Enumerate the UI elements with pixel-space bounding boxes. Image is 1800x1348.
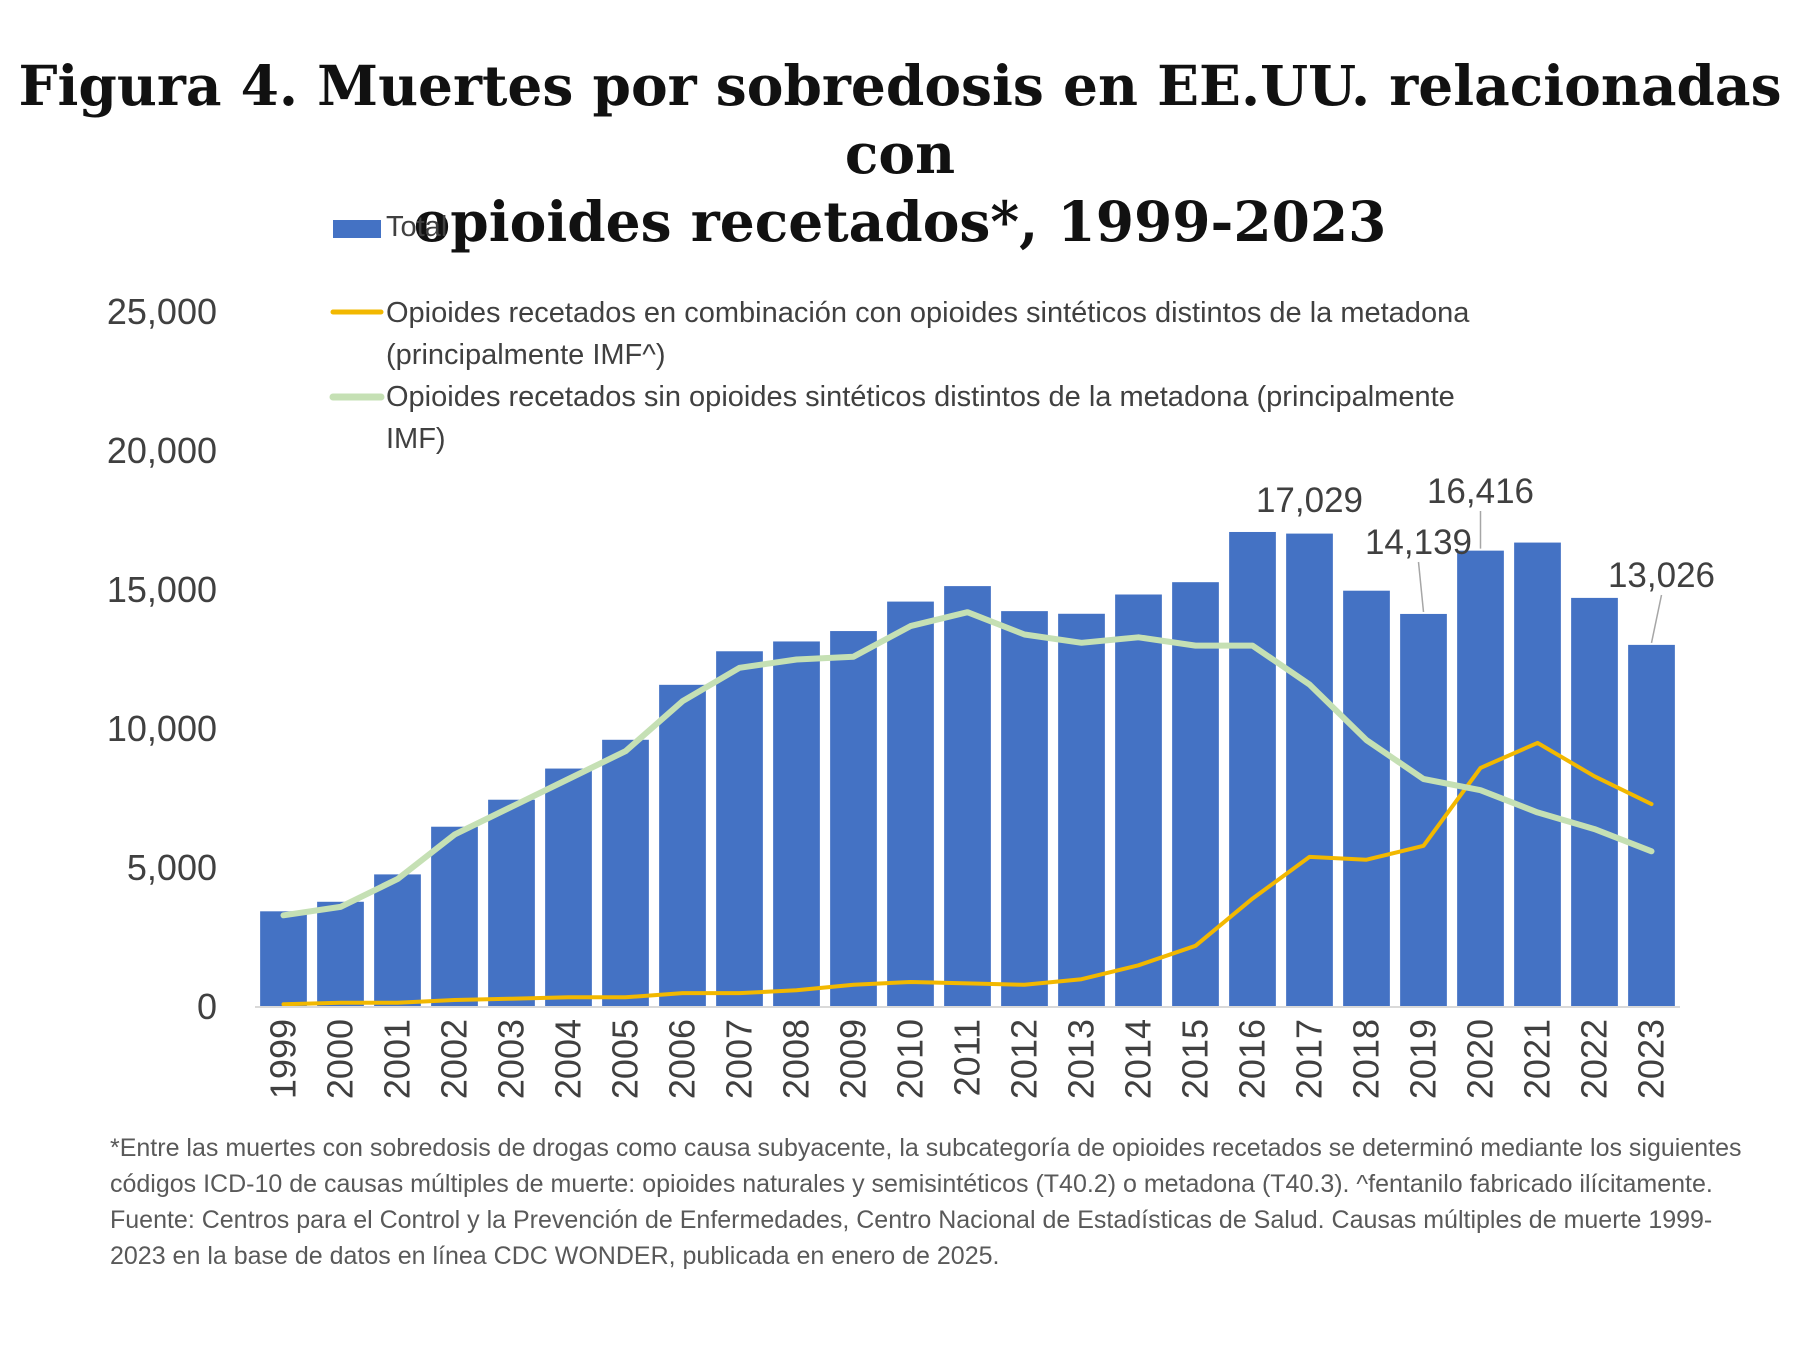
line-series-combination [281, 740, 1654, 1007]
x-tick-label: 2014 [1118, 1019, 1159, 1099]
x-tick-label: 2023 [1631, 1019, 1672, 1099]
x-tick-label: 2005 [605, 1019, 646, 1099]
source-text: Fuente: Centros para el Control y la Pre… [110, 1206, 1713, 1270]
data-label-2020: 16,416 [1427, 472, 1534, 511]
bar-1999 [260, 911, 307, 1007]
y-tick-label: 20,000 [107, 430, 217, 471]
footnote-block: *Entre las muertes con sobredosis de dro… [110, 1130, 1750, 1274]
legend-label-line: IMF) [386, 423, 446, 455]
x-tick-label: 2015 [1175, 1019, 1216, 1099]
y-tick-label: 15,000 [107, 569, 217, 610]
x-tick-label: 2010 [890, 1019, 931, 1099]
bar-2016 [1229, 531, 1276, 1007]
legend-swatch-total [333, 220, 381, 238]
x-tick-label: 2006 [662, 1019, 703, 1099]
x-tick-label: 2020 [1460, 1019, 1501, 1099]
legend-label-line: Opioides recetados en combinación con op… [386, 297, 1470, 329]
bar-2014 [1115, 594, 1162, 1007]
bar-2005 [602, 739, 649, 1007]
x-tick-label: 2012 [1004, 1019, 1045, 1099]
bar-2001 [374, 874, 421, 1007]
x-tick-label: 2018 [1346, 1019, 1387, 1099]
x-tick-label: 2004 [548, 1019, 589, 1099]
x-tick-label: 2003 [491, 1019, 532, 1099]
bar-2010 [887, 601, 934, 1007]
x-tick-label: 2021 [1517, 1019, 1558, 1099]
legend: Total Opioides recetados en combinación c… [329, 211, 1470, 455]
bar-2012 [1001, 611, 1048, 1007]
footnote-text: *Entre las muertes con sobredosis de dro… [110, 1134, 1742, 1198]
bar-2023 [1628, 644, 1675, 1007]
bar-2002 [431, 826, 478, 1007]
x-tick-label: 2007 [719, 1019, 760, 1099]
bar-2000 [317, 901, 364, 1007]
bar-2003 [488, 799, 535, 1007]
y-tick-label: 10,000 [107, 708, 217, 749]
y-tick-label: 0 [197, 986, 217, 1027]
legend-label: Opioides recetados sin opioides sintétic… [386, 381, 1455, 455]
y-tick-label: 5,000 [127, 847, 217, 888]
bar-series-total [260, 531, 1675, 1007]
x-tick-label: 2011 [947, 1019, 988, 1096]
x-tick-label: 2016 [1232, 1019, 1273, 1099]
bar-2008 [773, 641, 820, 1007]
chart-title: Figura 4. Muertes por sobredosis en EE.U… [0, 52, 1800, 256]
legend-label-line: Opioides recetados sin opioides sintétic… [386, 381, 1455, 413]
x-tick-label: 2017 [1289, 1019, 1330, 1099]
bar-2009 [830, 631, 877, 1007]
y-axis: 0 5,000 10,000 15,000 20,000 25,000 [107, 291, 217, 1027]
line-series-without-synthetic [280, 609, 1655, 919]
data-label-2019: 14,139 [1365, 523, 1472, 562]
x-tick-label: 2000 [320, 1019, 361, 1099]
x-tick-label: 2009 [833, 1019, 874, 1099]
bar-2020 [1457, 550, 1504, 1007]
bar-2017 [1286, 533, 1333, 1007]
bar-2021 [1514, 542, 1561, 1007]
legend-label: Total [386, 211, 447, 243]
x-tick-label: 2019 [1403, 1019, 1444, 1099]
bar-2011 [944, 586, 991, 1007]
chart-title-line-2: opioides recetados*, 1999-2023 [413, 189, 1387, 254]
leader-line-2019 [1417, 561, 1425, 613]
bar-2015 [1172, 582, 1219, 1007]
legend-label-line: (principalmente IMF^) [386, 339, 666, 371]
x-tick-label: 2022 [1574, 1019, 1615, 1099]
bar-2004 [545, 768, 592, 1007]
bar-2007 [716, 651, 763, 1007]
x-tick-label: 2002 [434, 1019, 475, 1099]
legend-label: Opioides recetados en combinación con op… [386, 297, 1470, 371]
x-tick-label: 2008 [776, 1019, 817, 1099]
data-label-2017: 17,029 [1256, 481, 1363, 520]
x-axis: 1999 2000 2001 2002 2003 2004 2005 2006 2007 2008… [255, 1006, 1680, 1099]
data-label-2023: 13,026 [1608, 556, 1715, 595]
line-series-group [280, 609, 1655, 1007]
x-tick-label: 1999 [263, 1019, 304, 1099]
x-tick-label: 2001 [377, 1019, 418, 1099]
leader-line-2023 [1650, 594, 1663, 644]
bar-2013 [1058, 613, 1105, 1007]
chart-title-line-1: Figura 4. Muertes por sobredosis en EE.U… [18, 53, 1782, 186]
bar-2018 [1343, 590, 1390, 1007]
bar-2006 [659, 684, 706, 1007]
x-tick-label: 2013 [1061, 1019, 1102, 1099]
bar-2019 [1400, 613, 1447, 1007]
y-tick-label: 25,000 [107, 291, 217, 332]
bar-2022 [1571, 597, 1618, 1007]
